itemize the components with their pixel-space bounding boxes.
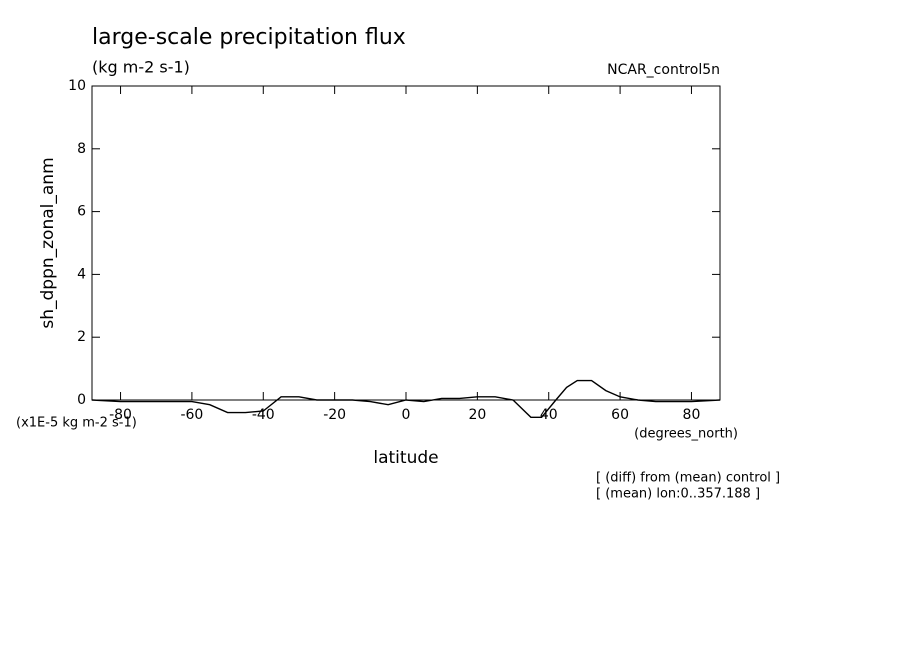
y-tick-label: 8	[77, 141, 86, 157]
x-tick-label: -80	[109, 407, 132, 423]
chart-title: large-scale precipitation flux	[92, 25, 406, 50]
x-tick-label: -60	[180, 407, 203, 423]
x-tick-label: 60	[611, 407, 629, 423]
x-tick-label: -40	[252, 407, 275, 423]
y-tick-label: 10	[68, 78, 86, 94]
y-tick-label: 4	[77, 266, 86, 282]
annotation: [ (mean) lon:0..357.188 ]	[596, 487, 760, 502]
y-axis-units: (x1E-5 kg m-2 s-1)	[16, 416, 137, 431]
dataset-label: NCAR_control5n	[607, 62, 720, 78]
y-tick-label: 0	[77, 392, 86, 408]
x-axis-units: (degrees_north)	[634, 427, 738, 442]
x-tick-label: 0	[402, 407, 411, 423]
y-axis-label: sh_dppn_zonal_anm	[38, 157, 58, 328]
y-tick-label: 6	[77, 204, 86, 220]
x-tick-label: -20	[323, 407, 346, 423]
x-axis-label: latitude	[373, 448, 438, 468]
data-line	[91, 379, 721, 418]
x-tick-label: 40	[540, 407, 558, 423]
y-tick-label: 2	[77, 329, 86, 345]
x-tick-label: 20	[468, 407, 486, 423]
x-tick-label: 80	[683, 407, 701, 423]
annotation: [ (diff) from (mean) control ]	[596, 471, 780, 486]
chart-subtitle: (kg m-2 s-1)	[92, 58, 190, 77]
